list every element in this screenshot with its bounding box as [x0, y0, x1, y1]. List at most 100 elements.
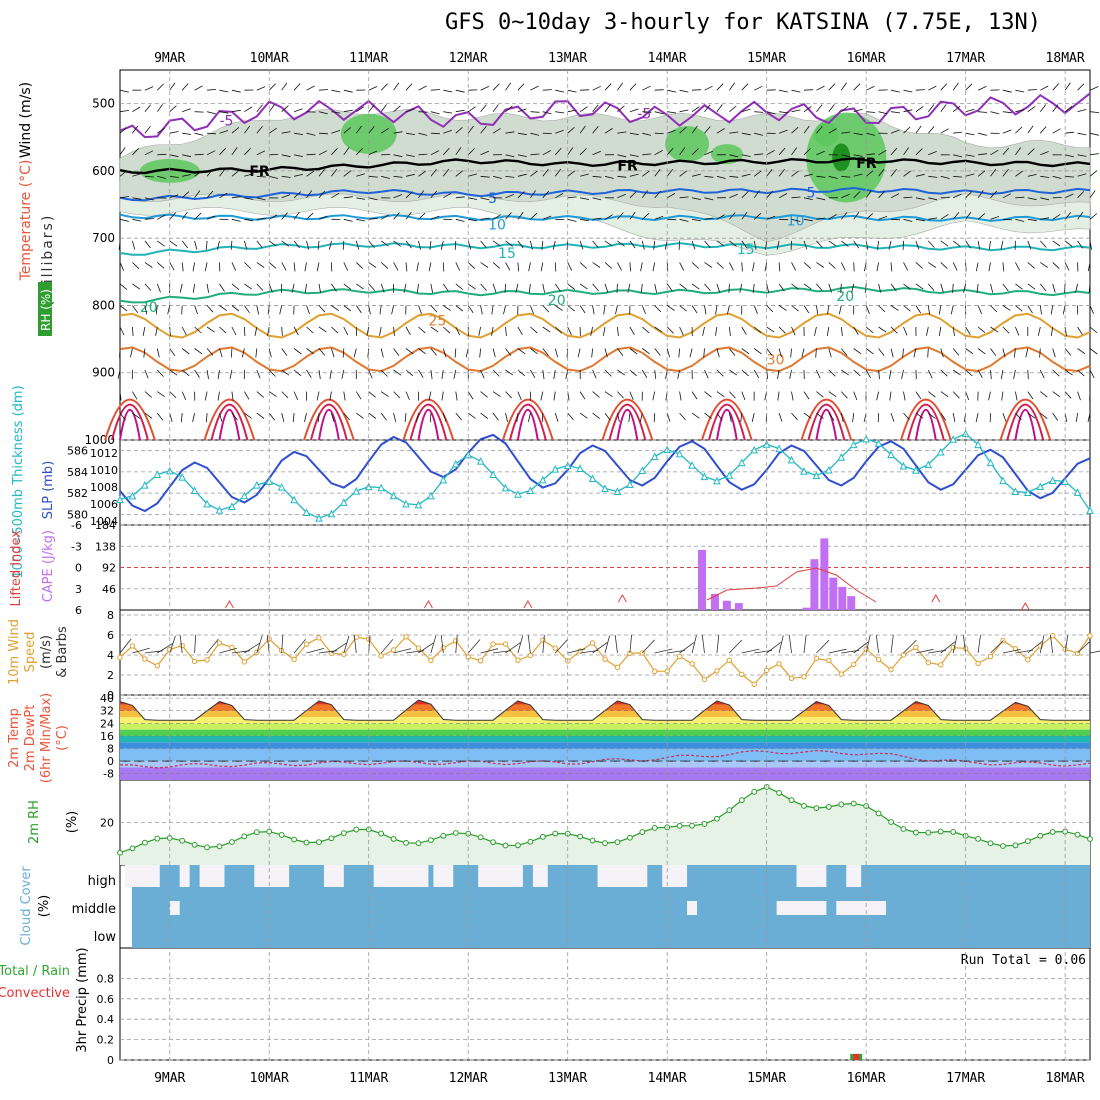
date-label-top: 18MAR — [1046, 51, 1085, 66]
thickness-marker — [128, 491, 137, 500]
pressure-tick: 900 — [92, 366, 115, 380]
isotherm-label: -5 — [637, 107, 651, 123]
thickness-tick: 580 — [67, 508, 88, 521]
thickness-marker — [215, 506, 224, 514]
wind-speed-marker — [689, 661, 695, 667]
isotherm-label: 20 — [548, 293, 566, 309]
temp-tick: 16 — [100, 730, 114, 743]
isotherm-arch — [999, 398, 1052, 441]
wind-speed-marker — [701, 676, 708, 683]
cloud-gap — [796, 865, 827, 887]
cape-tick: 46 — [102, 583, 116, 596]
pressure-tick: 700 — [92, 231, 115, 245]
thickness-marker — [675, 449, 684, 458]
thickness-marker — [588, 474, 597, 483]
date-label-bottom: 11MAR — [349, 1071, 388, 1086]
isotherm-arch — [218, 408, 241, 441]
thickness-marker — [1011, 487, 1020, 496]
thickness-marker — [116, 495, 124, 503]
cloud-level-middle: middle — [72, 902, 116, 917]
wind-speed-marker — [851, 661, 857, 668]
wind-speed-marker — [428, 657, 434, 664]
thickness-marker — [825, 465, 833, 474]
thickness-marker — [713, 476, 721, 485]
precip-run-total: Run Total = 0.06 — [961, 953, 1086, 968]
cloud-gap — [323, 865, 344, 887]
cape-bar — [820, 538, 829, 610]
thickness-axis-label: 1000~500mb Thickness (dm) — [11, 385, 26, 578]
thickness-marker — [377, 483, 385, 492]
thickness-marker — [190, 486, 199, 494]
lifted-index-line — [706, 567, 877, 603]
wind-speed-marker — [838, 671, 844, 677]
thickness-marker — [352, 486, 361, 495]
rh-marker — [1012, 842, 1019, 849]
thickness-marker — [650, 452, 659, 461]
cloud-gap — [169, 901, 180, 915]
cloud-axis-label: Cloud Cover — [19, 866, 34, 946]
wind-speed-marker — [1025, 657, 1031, 663]
precip-tick: 0.8 — [97, 972, 115, 985]
isotherm-label: 5 — [488, 191, 497, 207]
rh-legend-swatch — [38, 282, 52, 336]
rh-marker — [676, 822, 683, 829]
isotherm-label: 15 — [737, 242, 755, 258]
date-label-top: 13MAR — [548, 51, 587, 66]
rh-marker — [987, 840, 994, 847]
rh-marker — [117, 849, 123, 856]
rh-marker — [328, 835, 335, 842]
thickness-marker — [327, 509, 336, 518]
rh-marker — [427, 837, 434, 844]
thickness-marker — [489, 470, 497, 479]
thickness-marker — [613, 487, 622, 496]
rh-marker — [626, 834, 633, 841]
rh-marker — [452, 830, 459, 836]
thickness-marker — [899, 461, 908, 470]
cape-bar — [847, 596, 856, 610]
isotherm-arch — [701, 398, 753, 441]
thickness-marker — [601, 484, 609, 493]
precip-bar-convective — [853, 1053, 860, 1060]
rh-marker — [490, 839, 496, 846]
rh-marker — [602, 840, 608, 846]
thickness-marker — [414, 500, 423, 509]
isotherm-arch — [516, 408, 539, 441]
isotherm-FR — [119, 157, 1091, 175]
temp-color-bands — [120, 700, 1090, 780]
isotherm-arch — [1006, 403, 1045, 441]
temp2m-axis-label: 2m Temp — [7, 708, 22, 768]
cape-bar — [722, 600, 731, 610]
isotherm-label: 10 — [488, 218, 506, 234]
isotherm-25 — [119, 312, 1091, 339]
thickness-marker — [526, 486, 535, 495]
isotherm-30 — [119, 346, 1091, 373]
wind-speed-marker — [975, 660, 981, 667]
thickness-marker — [974, 440, 982, 449]
thickness-marker — [688, 461, 696, 469]
wind-speed-marker — [204, 657, 210, 663]
isotherm-arch — [1014, 408, 1037, 441]
rh-marker — [850, 800, 857, 807]
isotherm-arch — [210, 403, 249, 441]
rh-marker — [253, 829, 260, 836]
wind10m-axis-label: & Barbs — [55, 626, 70, 678]
lifted-index-marker — [225, 599, 234, 609]
cloud-gap — [478, 865, 523, 887]
thickness-tick: 586 — [67, 445, 88, 458]
temp-tick: 8 — [107, 743, 114, 756]
wind-speed-marker — [191, 658, 198, 665]
rh-marker — [141, 839, 148, 846]
wind-barbs — [117, 82, 1100, 423]
rh-marker — [1037, 832, 1044, 839]
rh-marker — [813, 805, 820, 812]
wind10m-axis-label: (m/s) — [39, 635, 54, 669]
isotherm-label: FR — [617, 159, 638, 175]
wind-speed-marker — [913, 644, 919, 651]
isotherm-arch — [502, 398, 554, 441]
wind-speed-marker — [589, 640, 596, 646]
rh-marker — [539, 833, 546, 840]
thickness-marker — [949, 435, 958, 443]
cape-bar — [829, 577, 838, 610]
date-label-top: 11MAR — [349, 51, 388, 66]
